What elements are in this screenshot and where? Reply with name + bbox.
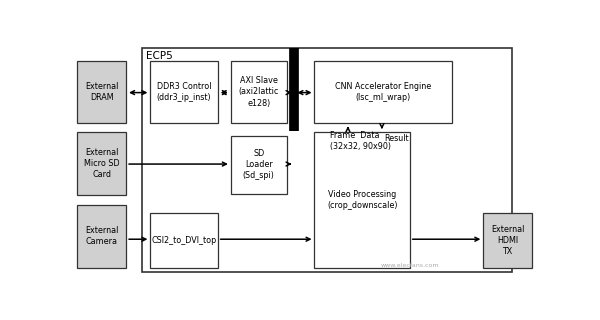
Text: CNN Accelerator Engine
(lsc_ml_wrap): CNN Accelerator Engine (lsc_ml_wrap): [335, 82, 431, 102]
Text: SD
Loader
(Sd_spi): SD Loader (Sd_spi): [243, 149, 275, 180]
Bar: [151, 213, 218, 268]
Bar: [151, 60, 218, 124]
Bar: [483, 213, 532, 268]
Text: CSI2_to_DVI_top: CSI2_to_DVI_top: [151, 236, 217, 245]
Text: Result: Result: [384, 134, 409, 143]
Text: External
Camera: External Camera: [85, 226, 118, 246]
Bar: [231, 136, 287, 194]
Text: External
Micro SD
Card: External Micro SD Card: [84, 148, 119, 179]
Text: ECP5: ECP5: [146, 51, 173, 61]
Text: AXI Slave
(axi2lattic
e128): AXI Slave (axi2lattic e128): [238, 76, 279, 108]
Text: External
HDMI
TX: External HDMI TX: [491, 225, 524, 256]
Text: Frame  Data
(32x32, 90x90): Frame Data (32x32, 90x90): [330, 131, 391, 151]
Bar: [314, 60, 452, 124]
Text: Video Processing
(crop_downscale): Video Processing (crop_downscale): [327, 190, 397, 210]
Bar: [231, 60, 287, 124]
Text: External
DRAM: External DRAM: [85, 82, 118, 102]
Text: www.elecfans.com: www.elecfans.com: [380, 262, 439, 268]
Text: DDR3 Control
(ddr3_ip_inst): DDR3 Control (ddr3_ip_inst): [157, 82, 211, 102]
Bar: [77, 205, 126, 268]
Bar: [142, 48, 512, 273]
Bar: [77, 60, 126, 124]
Bar: [77, 132, 126, 195]
Bar: [314, 132, 410, 268]
